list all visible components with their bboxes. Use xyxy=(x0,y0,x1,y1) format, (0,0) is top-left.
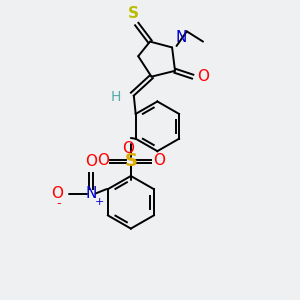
Text: +: + xyxy=(95,197,104,207)
Text: O: O xyxy=(51,186,63,201)
Text: H: H xyxy=(111,90,121,104)
Text: S: S xyxy=(124,152,137,170)
Text: O: O xyxy=(153,153,165,168)
Text: O: O xyxy=(85,154,97,169)
Text: S: S xyxy=(128,6,139,21)
Text: N: N xyxy=(175,30,186,45)
Text: O: O xyxy=(122,141,134,156)
Text: O: O xyxy=(97,153,109,168)
Text: N: N xyxy=(85,186,97,201)
Text: -: - xyxy=(56,197,61,210)
Text: O: O xyxy=(197,69,209,84)
